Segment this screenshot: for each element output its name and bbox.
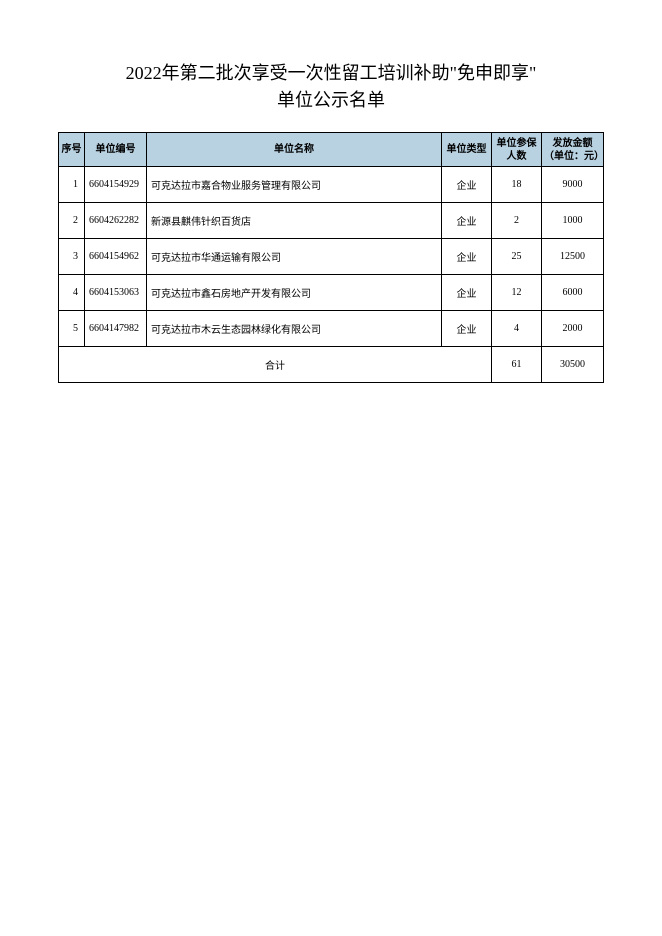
cell-seq: 1: [59, 167, 85, 203]
total-label: 合计: [59, 347, 492, 383]
cell-count: 18: [492, 167, 542, 203]
cell-seq: 4: [59, 275, 85, 311]
document-title: 2022年第二批次享受一次性留工培训补助"免申即享" 单位公示名单: [58, 60, 604, 114]
header-type: 单位类型: [442, 133, 492, 167]
cell-type: 企业: [442, 311, 492, 347]
cell-name: 可克达拉市嘉合物业服务管理有限公司: [147, 167, 442, 203]
cell-seq: 3: [59, 239, 85, 275]
header-name: 单位名称: [147, 133, 442, 167]
header-seq: 序号: [59, 133, 85, 167]
cell-type: 企业: [442, 167, 492, 203]
header-code: 单位编号: [85, 133, 147, 167]
cell-type: 企业: [442, 275, 492, 311]
cell-amount: 9000: [542, 167, 604, 203]
cell-type: 企业: [442, 203, 492, 239]
table-row: 2 6604262282 新源县麒伟针织百货店 企业 2 1000: [59, 203, 604, 239]
cell-type: 企业: [442, 239, 492, 275]
cell-count: 12: [492, 275, 542, 311]
cell-seq: 2: [59, 203, 85, 239]
cell-count: 25: [492, 239, 542, 275]
title-line-2: 单位公示名单: [277, 90, 385, 110]
table-row: 5 6604147982 可克达拉市木云生态园林绿化有限公司 企业 4 2000: [59, 311, 604, 347]
table-body: 1 6604154929 可克达拉市嘉合物业服务管理有限公司 企业 18 900…: [59, 167, 604, 383]
table-row: 3 6604154962 可克达拉市华通运输有限公司 企业 25 12500: [59, 239, 604, 275]
table-row: 4 6604153063 可克达拉市鑫石房地产开发有限公司 企业 12 6000: [59, 275, 604, 311]
cell-name: 新源县麒伟针织百货店: [147, 203, 442, 239]
cell-amount: 12500: [542, 239, 604, 275]
cell-code: 6604153063: [85, 275, 147, 311]
cell-count: 4: [492, 311, 542, 347]
table-header-row: 序号 单位编号 单位名称 单位类型 单位参保人数 发放金额（单位：元）: [59, 133, 604, 167]
cell-code: 6604154962: [85, 239, 147, 275]
total-amount: 30500: [542, 347, 604, 383]
title-line-1: 2022年第二批次享受一次性留工培训补助"免申即享": [126, 63, 537, 83]
cell-count: 2: [492, 203, 542, 239]
subsidy-table: 序号 单位编号 单位名称 单位类型 单位参保人数 发放金额（单位：元） 1 66…: [58, 132, 604, 383]
cell-name: 可克达拉市鑫石房地产开发有限公司: [147, 275, 442, 311]
header-amount: 发放金额（单位：元）: [542, 133, 604, 167]
cell-seq: 5: [59, 311, 85, 347]
table-row: 1 6604154929 可克达拉市嘉合物业服务管理有限公司 企业 18 900…: [59, 167, 604, 203]
cell-code: 6604262282: [85, 203, 147, 239]
table-total-row: 合计 61 30500: [59, 347, 604, 383]
cell-name: 可克达拉市木云生态园林绿化有限公司: [147, 311, 442, 347]
cell-amount: 2000: [542, 311, 604, 347]
cell-amount: 1000: [542, 203, 604, 239]
header-count: 单位参保人数: [492, 133, 542, 167]
cell-code: 6604147982: [85, 311, 147, 347]
cell-amount: 6000: [542, 275, 604, 311]
cell-name: 可克达拉市华通运输有限公司: [147, 239, 442, 275]
total-count: 61: [492, 347, 542, 383]
cell-code: 6604154929: [85, 167, 147, 203]
